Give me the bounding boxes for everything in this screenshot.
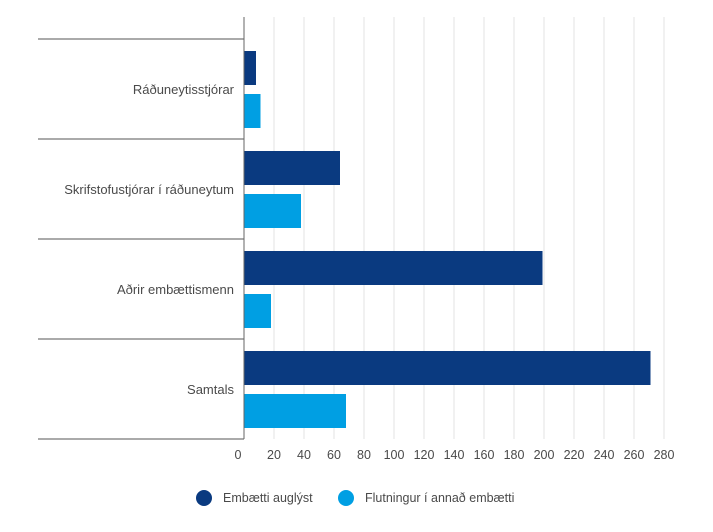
tick-label: 260	[624, 448, 645, 462]
category-labels: Ráðuneytisstjórar Skrifstofustjórar í ráð…	[64, 82, 234, 397]
tick-label: 160	[474, 448, 495, 462]
tick-label: 240	[594, 448, 615, 462]
tick-label: 40	[297, 448, 311, 462]
legend: Embætti auglýst Flutningur í annað embætt…	[196, 490, 514, 506]
category-label: Ráðuneytisstjórar	[133, 82, 235, 97]
tick-label: 120	[414, 448, 435, 462]
legend-label: Flutningur í annað embætti	[365, 491, 514, 505]
tick-label: 100	[384, 448, 405, 462]
tick-label: 60	[327, 448, 341, 462]
bar-flutningur	[244, 394, 346, 428]
bars	[244, 51, 651, 428]
category-separators	[38, 38, 244, 440]
bar-embaetti-auglyst	[244, 251, 543, 285]
tick-label: 180	[504, 448, 525, 462]
bar-flutningur	[244, 194, 301, 228]
bar-flutningur	[244, 94, 261, 128]
legend-swatch	[338, 490, 354, 506]
category-label: Skrifstofustjórar í ráðuneytum	[64, 182, 234, 197]
legend-swatch	[196, 490, 212, 506]
tick-label: 0	[235, 448, 242, 462]
category-label: Aðrir embættismenn	[117, 282, 234, 297]
tick-labels: 0 20 40 60 80 100 120 140 160 180 200 220 240 260 280	[235, 448, 675, 462]
bar-flutningur	[244, 294, 271, 328]
bar-embaetti-auglyst	[244, 151, 340, 185]
legend-label: Embætti auglýst	[223, 491, 313, 505]
tick-label: 140	[444, 448, 465, 462]
tick-label: 280	[654, 448, 675, 462]
tick-label: 200	[534, 448, 555, 462]
tick-label: 220	[564, 448, 585, 462]
bar-embaetti-auglyst	[244, 51, 256, 85]
tick-label: 20	[267, 448, 281, 462]
category-label: Samtals	[187, 382, 234, 397]
bar-embaetti-auglyst	[244, 351, 651, 385]
tick-label: 80	[357, 448, 371, 462]
